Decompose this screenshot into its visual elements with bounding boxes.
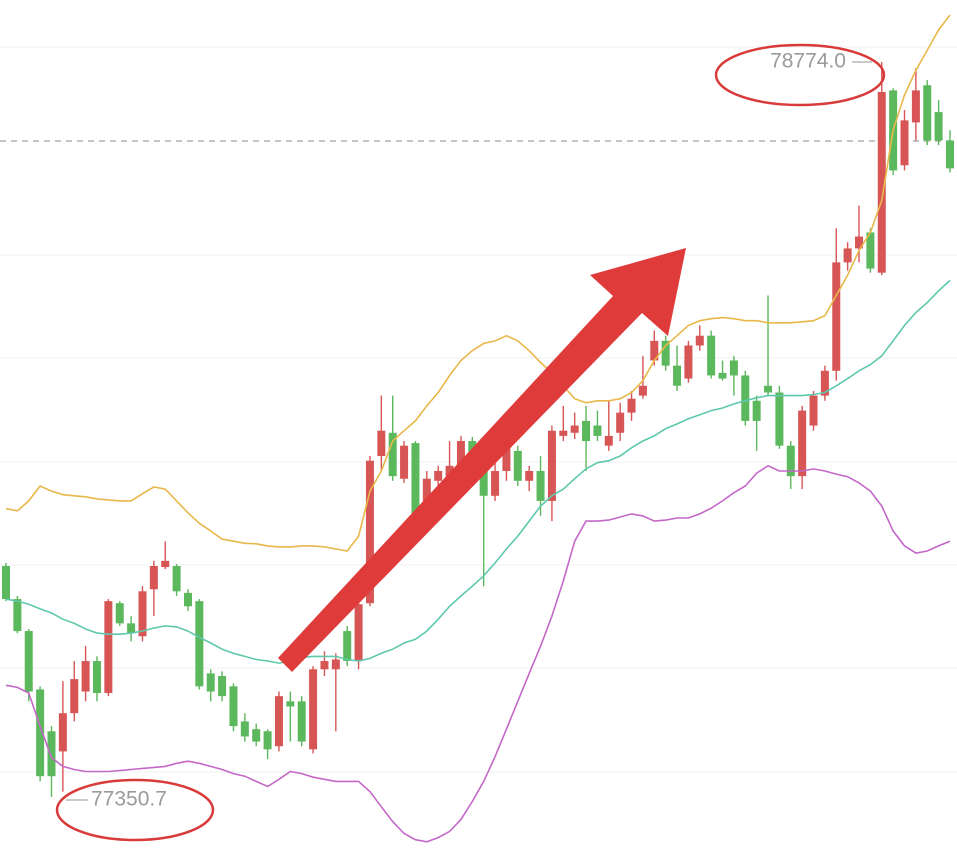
candle-body [911,90,920,123]
candle-body [388,432,397,477]
candle-body [309,669,318,750]
candle-body [593,425,602,436]
candle-body [365,460,374,604]
annotations: 78774.0 77350.7 [55,43,886,842]
candle-body [855,236,864,249]
candle-body [718,372,727,379]
candle-body [411,443,420,516]
candle-body [616,412,625,433]
candle-body [536,470,545,501]
candle-body [183,592,192,607]
plot [0,14,957,843]
low-label: 77350.7 [91,788,167,811]
candle-body [866,232,875,269]
candle-body [547,430,556,501]
trend-arrow [278,248,686,672]
candle-body [900,120,909,166]
candle-body [81,661,90,692]
band-line [5,14,951,552]
candle-body [513,450,522,481]
candle-body [661,340,670,366]
candle-body [47,731,56,777]
candle-body [445,465,454,477]
candle-body [946,140,954,169]
band-line [5,279,951,664]
candle-body [354,604,363,662]
candle-body [58,713,67,752]
candle-body [843,248,852,263]
candle-body [377,430,386,457]
candle-body [764,385,773,393]
candle-body [559,430,568,436]
candle-body [206,673,215,692]
candle-body [297,701,306,742]
candle-body [775,392,784,446]
candle-body [320,661,329,670]
candle-body [502,445,511,471]
candle-body [707,335,716,376]
candle-body [877,91,886,273]
grid [0,46,957,773]
candle-body [400,445,409,479]
candle-body [525,470,534,481]
candle-body [229,686,238,727]
candle-body [240,721,249,737]
candle-body [195,601,204,687]
candle-body [695,335,704,346]
candle-body [570,425,579,433]
candle-body [104,601,113,694]
candle-body [422,478,431,507]
candle-body [741,375,750,421]
candle-body [798,410,807,477]
candle-body [434,470,443,481]
candle-body [127,623,136,634]
candle-body [13,599,22,632]
candle-body [138,591,147,637]
candle-body [479,470,488,496]
candle-body [343,631,352,662]
candle-body [934,112,943,141]
high-label: 78774.0 [770,50,846,73]
candle-body [673,365,682,386]
candle-body [331,659,340,670]
candle-body [115,603,124,624]
candle-body [820,370,829,396]
candle-body [70,679,79,714]
candle-body [684,345,693,379]
candle-body [627,398,636,413]
candle-body [263,731,272,750]
candle-body [36,689,45,777]
candle-body [752,400,761,421]
candle-body [92,661,101,694]
candle-body [809,395,818,426]
candle-body [252,729,261,742]
candle-body [218,676,227,697]
highlight-ellipse [714,43,886,107]
candle-body [604,435,613,446]
candle-body [24,631,33,692]
candle-body [923,85,932,141]
candle-body [149,566,158,590]
candle-body [286,701,295,707]
candle-body [491,470,500,496]
candle-body [786,445,795,477]
candle-body [172,566,181,592]
candle-body [638,385,647,396]
candle-body [582,420,591,442]
candle-body [729,360,738,376]
highlight-ellipse [55,778,215,842]
band-line [5,464,951,843]
candle-body [2,566,10,600]
candle-body [650,340,659,361]
candle-body [456,441,465,471]
candle-body [274,696,283,747]
candle-body [832,262,841,371]
candle-body [161,560,170,568]
